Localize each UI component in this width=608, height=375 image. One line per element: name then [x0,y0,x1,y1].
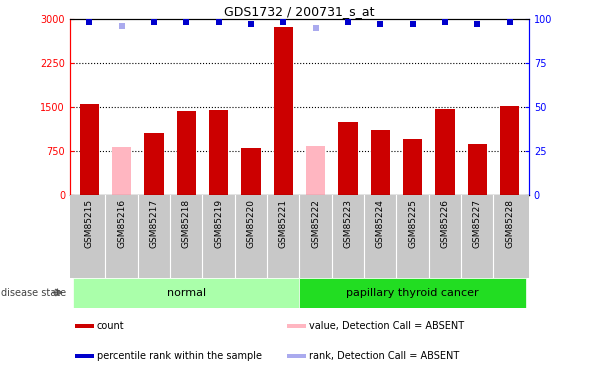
Bar [287,324,306,328]
Bar [73,278,300,308]
Bar [80,104,99,195]
Text: GSM85215: GSM85215 [85,199,94,248]
Text: GSM85218: GSM85218 [182,199,191,248]
Text: GSM85227: GSM85227 [473,199,482,248]
Text: count: count [97,321,125,332]
Bar [75,354,94,358]
Bar [338,122,358,195]
Bar [300,278,526,308]
Text: value, Detection Call = ABSENT: value, Detection Call = ABSENT [309,321,464,332]
Bar [435,109,455,195]
Text: GSM85222: GSM85222 [311,199,320,248]
Bar [468,144,487,195]
Text: percentile rank within the sample: percentile rank within the sample [97,351,262,361]
Text: rank, Detection Call = ABSENT: rank, Detection Call = ABSENT [309,351,459,361]
Text: disease state: disease state [1,288,66,297]
Text: GSM85223: GSM85223 [344,199,353,248]
Bar [209,110,229,195]
Title: GDS1732 / 200731_s_at: GDS1732 / 200731_s_at [224,4,375,18]
Bar [144,134,164,195]
Text: GSM85228: GSM85228 [505,199,514,248]
Text: GSM85217: GSM85217 [150,199,159,248]
Text: GSM85226: GSM85226 [440,199,449,248]
Text: GSM85216: GSM85216 [117,199,126,248]
Text: GSM85221: GSM85221 [279,199,288,248]
Bar [241,148,261,195]
Bar [176,111,196,195]
Text: normal: normal [167,288,206,297]
Bar [75,324,94,328]
Bar [274,27,293,195]
Bar [112,147,131,195]
Bar [403,139,423,195]
Text: GSM85220: GSM85220 [246,199,255,248]
Text: GSM85224: GSM85224 [376,199,385,248]
Text: papillary thyroid cancer: papillary thyroid cancer [347,288,479,297]
Bar [287,354,306,358]
Text: GSM85225: GSM85225 [408,199,417,248]
Bar [500,106,519,195]
Bar [306,146,325,195]
Bar [370,130,390,195]
Text: GSM85219: GSM85219 [214,199,223,248]
